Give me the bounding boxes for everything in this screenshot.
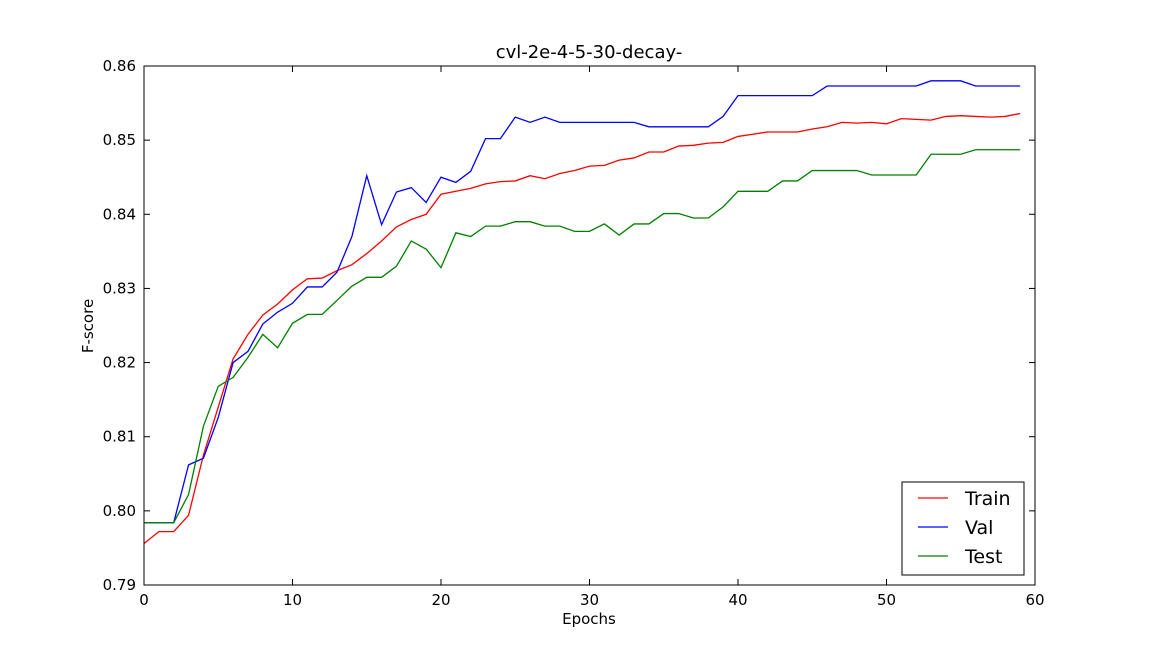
y-tick-label: 0.79 [103,576,136,594]
x-tick-label: 30 [580,591,599,609]
legend-label-test: Test [964,546,1002,568]
y-tick-label: 0.86 [103,57,136,75]
x-tick-label: 40 [728,591,747,609]
y-tick-label: 0.85 [103,131,136,149]
x-tick-label: 50 [877,591,896,609]
x-tick-label: 60 [1025,591,1044,609]
chart-title: cvl-2e-4-5-30-decay- [496,42,683,63]
legend-label-train: Train [964,488,1011,510]
x-axis-ticks: 0 10 20 30 40 50 60 [139,66,1045,609]
x-tick-label: 0 [139,591,149,609]
legend-label-val: Val [965,517,993,539]
legend-items: Train Val Test [918,488,1011,568]
x-axis-label: Epochs [562,610,616,628]
y-tick-label: 0.84 [103,205,136,223]
series-line-test [144,149,1021,524]
series-line-val [144,80,1021,524]
plot-frame [143,65,1036,586]
y-axis-ticks: 0.79 0.80 0.81 0.82 0.83 0.84 0.85 0.86 [103,57,1035,594]
x-tick-label: 20 [431,591,450,609]
y-tick-label: 0.81 [103,428,136,446]
y-tick-label: 0.80 [103,502,136,520]
series-line-train [143,112,1021,544]
series-layer [143,80,1021,544]
legend: Train Val Test [901,481,1025,576]
x-tick-label: 10 [283,591,302,609]
y-tick-label: 0.82 [103,354,136,372]
y-tick-label: 0.83 [103,279,136,297]
y-axis-label: F-score [79,299,97,353]
